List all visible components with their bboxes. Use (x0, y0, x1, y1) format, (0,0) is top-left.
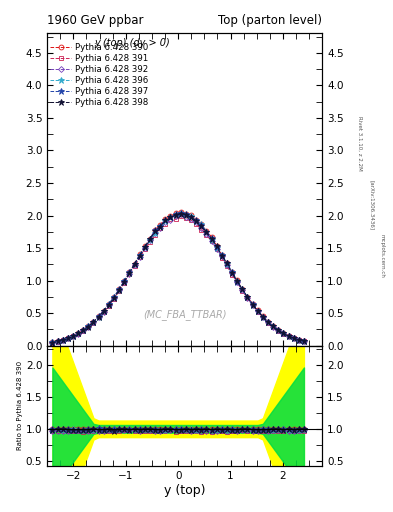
Text: (MC_FBA_TTBAR): (MC_FBA_TTBAR) (143, 309, 226, 320)
X-axis label: y (top): y (top) (164, 483, 206, 497)
Text: [arXiv:1306.3436]: [arXiv:1306.3436] (369, 180, 374, 230)
Y-axis label: Ratio to Pythia 6.428 390: Ratio to Pythia 6.428 390 (17, 361, 23, 451)
Text: mcplots.cern.ch: mcplots.cern.ch (380, 234, 384, 278)
Text: y (top) (dy > 0): y (top) (dy > 0) (95, 38, 170, 48)
Legend: Pythia 6.428 390, Pythia 6.428 391, Pythia 6.428 392, Pythia 6.428 396, Pythia 6: Pythia 6.428 390, Pythia 6.428 391, Pyth… (50, 42, 148, 108)
Text: Top (parton level): Top (parton level) (218, 14, 322, 27)
Text: 1960 GeV ppbar: 1960 GeV ppbar (47, 14, 144, 27)
Text: Rivet 3.1.10, z 2.2M: Rivet 3.1.10, z 2.2M (357, 116, 362, 170)
